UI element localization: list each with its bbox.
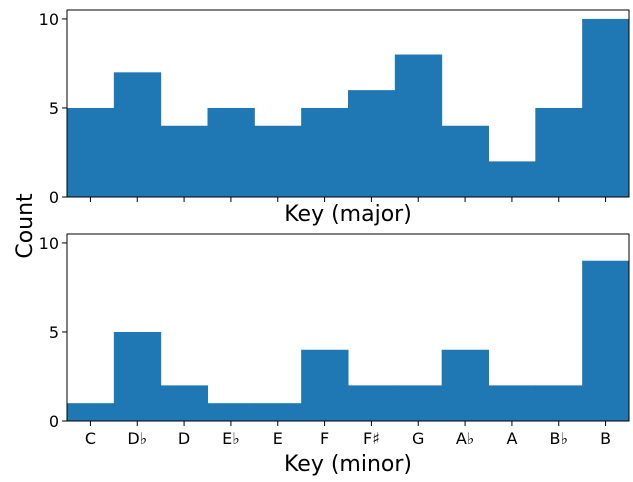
bar-6 (301, 107, 349, 197)
bar-4 (207, 107, 255, 197)
bar-9 (441, 125, 489, 197)
x-tick-label: E♭ (222, 429, 240, 448)
bar-8 (394, 54, 443, 198)
bar-1 (67, 107, 115, 197)
x-tick-label: C (85, 429, 96, 448)
bar-2 (113, 331, 162, 421)
bar-12 (582, 18, 630, 198)
bar-9 (441, 349, 489, 421)
bar-11 (535, 107, 583, 197)
bar-3 (160, 385, 208, 421)
x-tick-label: D♭ (127, 429, 147, 448)
bar-5 (254, 125, 302, 197)
y-tick-label: 5 (49, 99, 59, 118)
x-tick-label: F♯ (363, 429, 380, 448)
y-tick-label: 0 (49, 412, 59, 431)
bar-12 (582, 260, 630, 421)
bar-7 (348, 90, 396, 197)
bar-7 (348, 385, 396, 421)
bar-5 (254, 403, 302, 421)
x-axis-label: Key (minor) (284, 452, 412, 477)
bar-10 (488, 161, 536, 197)
bar-11 (535, 385, 583, 421)
x-tick-label: B (600, 429, 611, 448)
bar-2 (113, 72, 162, 197)
bar-6 (301, 349, 349, 421)
chart-panel-2: 0 5 10 C D♭ D E♭ E F F♯ G A♭ A B♭ B Key (minor) (39, 233, 630, 477)
x-tick-label: D (178, 429, 190, 448)
y-tick-label: 5 (49, 323, 59, 342)
bar-8 (394, 385, 443, 421)
bar-10 (488, 385, 536, 421)
bar-1 (67, 403, 115, 421)
x-tick-label: G (412, 429, 424, 448)
x-tick-label: E (273, 429, 283, 448)
x-tick-label: F (320, 429, 329, 448)
x-axis-label: Key (major) (284, 202, 412, 227)
plot-frame (66, 233, 630, 422)
y-tick-label: 0 (49, 188, 59, 207)
y-axis-label: Count (13, 193, 38, 259)
x-tick-label: A (506, 429, 517, 448)
x-tick-label: A♭ (456, 429, 475, 448)
x-tick-label: B♭ (549, 429, 568, 448)
y-tick-label: 10 (39, 234, 59, 253)
bar-3 (160, 125, 208, 197)
bar-4 (207, 403, 255, 421)
y-tick-label: 10 (39, 10, 59, 29)
plot-frame (66, 9, 630, 198)
chart-panel-1: 0 5 10 Key (major) (39, 9, 630, 227)
